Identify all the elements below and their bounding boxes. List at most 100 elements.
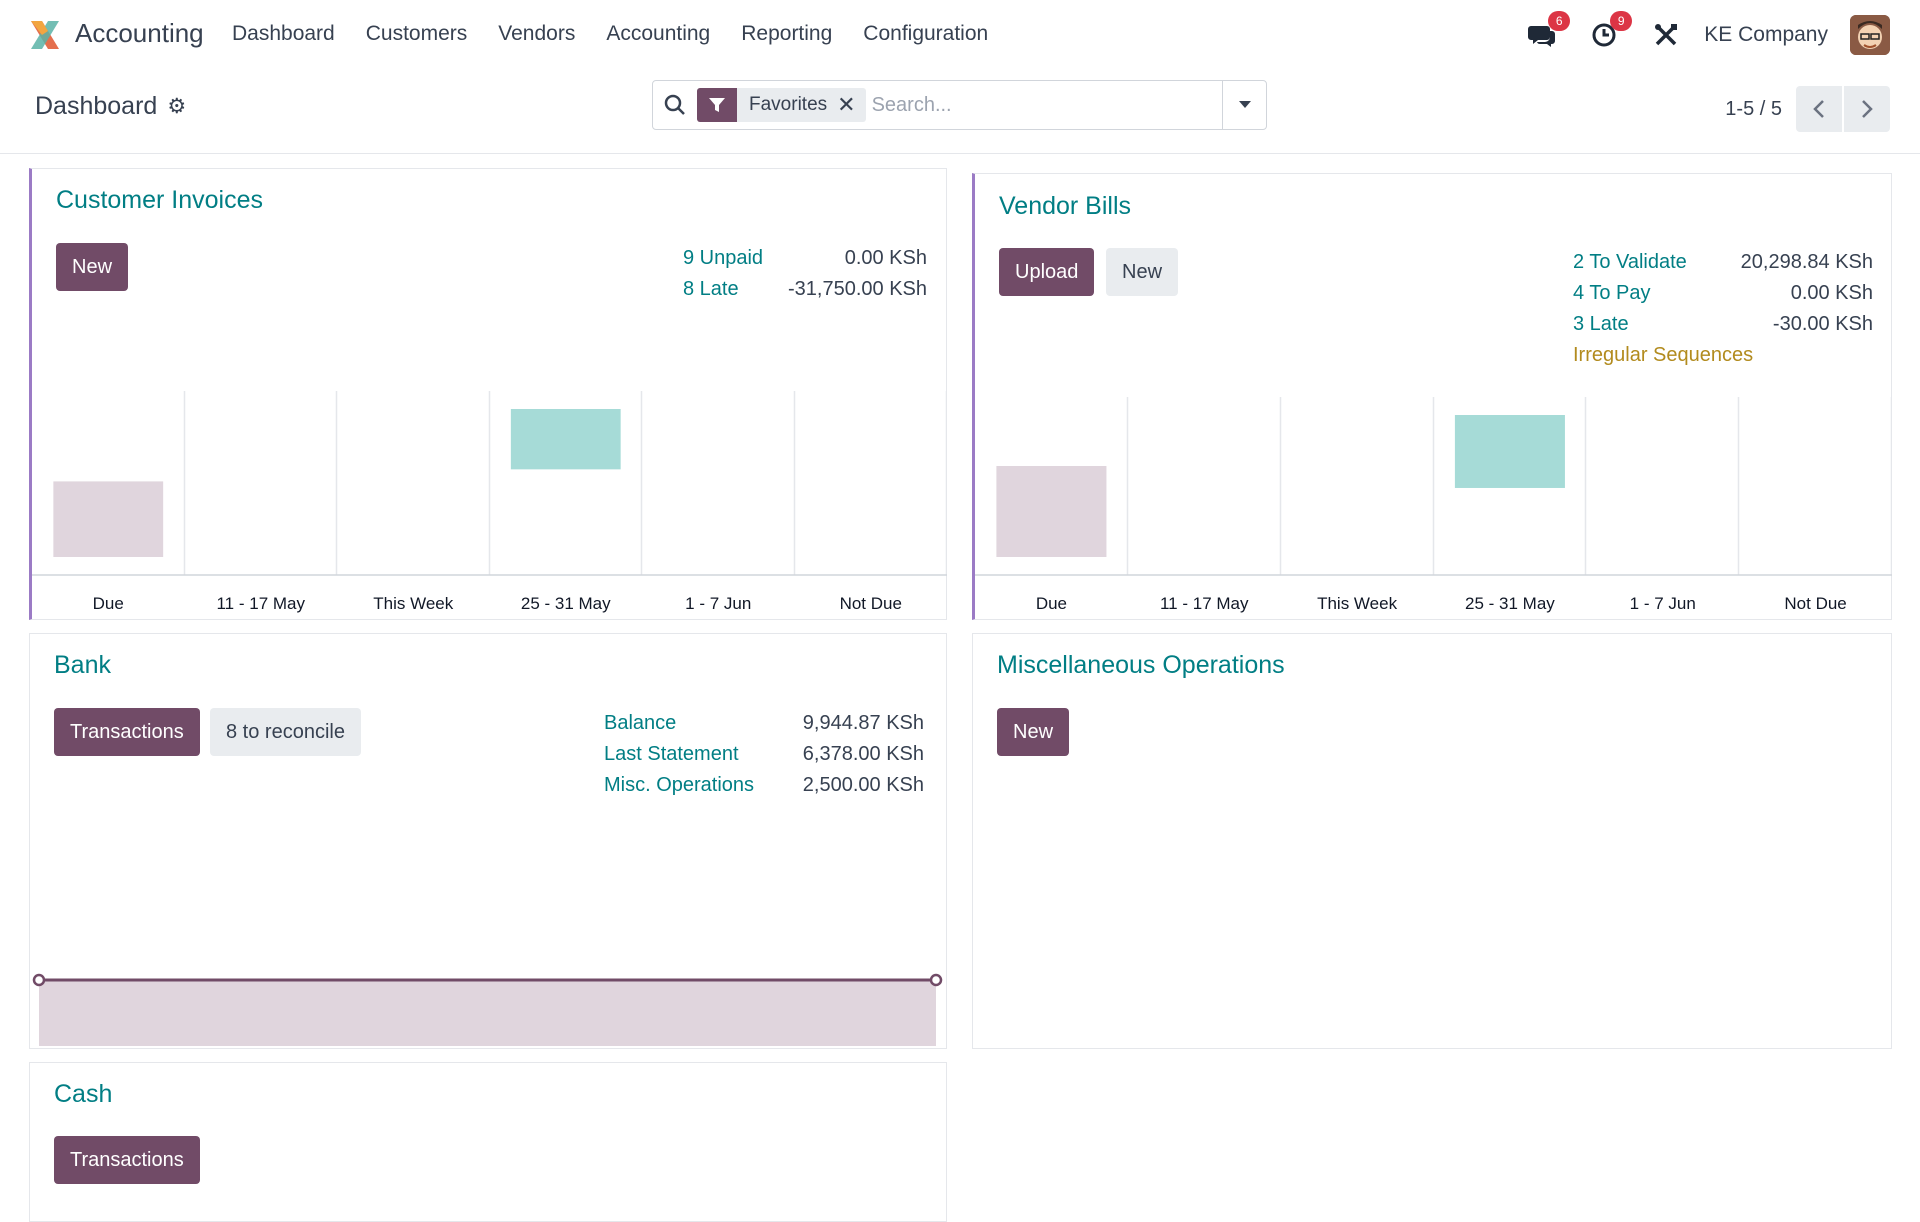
bank-balance-point[interactable] xyxy=(929,973,943,987)
cash-transactions-button[interactable]: Transactions xyxy=(54,1136,200,1184)
balance-amount: 9,944.87 KSh xyxy=(802,712,924,734)
search-icon[interactable] xyxy=(653,81,697,129)
invoices-bar[interactable] xyxy=(510,409,621,470)
new-bill-button[interactable]: New xyxy=(1106,248,1179,296)
facet-label: Favorites xyxy=(749,94,828,115)
irregular-sequences-link[interactable]: Irregular Sequences xyxy=(1573,344,1754,366)
cash-card: Cash Transactions xyxy=(29,1062,947,1222)
invoices-x-tick-label: Due xyxy=(93,594,124,613)
reconcile-button[interactable]: 8 to reconcile xyxy=(210,708,361,756)
bank-balance-point[interactable] xyxy=(32,973,46,987)
search-options-toggle[interactable] xyxy=(1222,81,1266,129)
new-invoice-button[interactable]: New xyxy=(56,243,129,291)
customer-invoices-title[interactable]: Customer Invoices xyxy=(56,186,264,214)
balance-link[interactable]: Balance xyxy=(604,712,677,734)
control-panel: Dashboard ⚙ Favorites ✕ 1-5 / 5 xyxy=(0,70,1920,154)
messages-badge: 6 xyxy=(1548,11,1571,31)
bills-x-tick-label: This Week xyxy=(1317,594,1397,613)
stat-row: Last Statement 6,378.00 KSh xyxy=(604,739,924,770)
menu-configuration[interactable]: Configuration xyxy=(863,22,989,45)
caret-down-icon xyxy=(1238,101,1251,108)
bank-area-fill xyxy=(39,980,936,1046)
bills-bar[interactable] xyxy=(996,466,1107,557)
bills-x-tick-label: 1 - 7 Jun xyxy=(1630,594,1696,613)
menu-customers[interactable]: Customers xyxy=(365,22,468,45)
last-statement-amount: 6,378.00 KSh xyxy=(802,743,924,765)
clock-icon xyxy=(1592,23,1616,47)
activities-button[interactable]: 9 xyxy=(1584,11,1633,55)
search-input[interactable] xyxy=(871,85,1222,125)
to-validate-amount: 20,298.84 KSh xyxy=(1740,251,1873,273)
misc-operations-card: Miscellaneous Operations New xyxy=(972,633,1892,1049)
vendor-bills-chart[interactable]: Due 11 - 17 May This Week 25 - 31 May 1 - 7 … xyxy=(975,397,1892,619)
pager-next-button[interactable] xyxy=(1844,86,1890,132)
late-invoices-amount: -31,750.00 KSh xyxy=(788,278,927,300)
gear-icon[interactable]: ⚙ xyxy=(167,95,187,118)
invoices-x-tick-label: Not Due xyxy=(840,594,902,613)
bills-x-tick-label: 11 - 17 May xyxy=(1160,594,1249,613)
menu-accounting[interactable]: Accounting xyxy=(606,22,711,45)
bills-x-tick-label: Not Due xyxy=(1784,594,1846,613)
search-bar: Favorites ✕ xyxy=(652,80,1267,130)
pager: 1-5 / 5 xyxy=(1725,86,1890,132)
late-bills-link[interactable]: 3 Late xyxy=(1573,313,1629,335)
top-navbar: Accounting Dashboard Customers Vendors A… xyxy=(0,0,1920,70)
customer-invoices-stats: 9 Unpaid 0.00 KSh 8 Late -31,750.00 KSh xyxy=(683,243,927,305)
filter-icon xyxy=(697,88,737,122)
systray: 6 9 KE Company xyxy=(1500,11,1890,56)
invoices-x-tick-label: 11 - 17 May xyxy=(216,594,305,613)
breadcrumb: Dashboard ⚙ xyxy=(35,92,186,121)
company-switcher[interactable]: KE Company xyxy=(1704,23,1828,46)
page-title: Dashboard xyxy=(35,92,158,120)
tools-icon xyxy=(1655,24,1678,46)
invoices-x-tick-label: 25 - 31 May xyxy=(521,594,611,613)
accounting-app-logo-icon[interactable] xyxy=(28,18,62,52)
to-validate-link[interactable]: 2 To Validate xyxy=(1573,251,1687,273)
chevron-right-icon xyxy=(1862,100,1873,118)
customer-invoices-card: Customer Invoices New 9 Unpaid 0.00 KSh … xyxy=(29,168,947,620)
misc-operations-link[interactable]: Misc. Operations xyxy=(604,774,755,796)
stat-row: Irregular Sequences xyxy=(1573,340,1873,371)
bank-stats: Balance 9,944.87 KSh Last Statement 6,37… xyxy=(604,708,924,801)
stat-row: 3 Late -30.00 KSh xyxy=(1573,309,1873,340)
vendor-bills-title[interactable]: Vendor Bills xyxy=(999,192,1132,220)
bank-balance-chart[interactable] xyxy=(30,934,946,1048)
late-invoices-link[interactable]: 8 Late xyxy=(683,278,739,300)
misc-operations-title[interactable]: Miscellaneous Operations xyxy=(997,651,1285,679)
pager-previous-button[interactable] xyxy=(1796,86,1842,132)
chevron-left-icon xyxy=(1813,100,1824,118)
misc-operations-amount: 2,500.00 KSh xyxy=(802,774,924,796)
bills-x-tick-label: Due xyxy=(1036,594,1067,613)
menu-dashboard[interactable]: Dashboard xyxy=(232,22,335,45)
stat-row: 8 Late -31,750.00 KSh xyxy=(683,274,927,305)
invoices-bar[interactable] xyxy=(53,481,164,557)
chat-icon xyxy=(1528,26,1556,47)
invoices-x-tick-label: This Week xyxy=(373,594,453,613)
pager-value[interactable]: 1-5 / 5 xyxy=(1725,97,1782,120)
bank-title[interactable]: Bank xyxy=(54,651,111,679)
bills-bar[interactable] xyxy=(1454,415,1565,488)
to-pay-link[interactable]: 4 To Pay xyxy=(1573,282,1651,304)
stat-row: Misc. Operations 2,500.00 KSh xyxy=(604,770,924,801)
messages-button[interactable]: 6 xyxy=(1522,11,1571,55)
user-avatar-icon xyxy=(1850,15,1890,55)
vendor-bills-card: Vendor Bills Upload New 2 To Validate 20… xyxy=(972,173,1892,620)
user-avatar[interactable] xyxy=(1850,15,1890,55)
close-icon[interactable]: ✕ xyxy=(837,92,856,117)
last-statement-link[interactable]: Last Statement xyxy=(604,743,739,765)
new-misc-entry-button[interactable]: New xyxy=(997,708,1070,756)
menu-vendors[interactable]: Vendors xyxy=(498,22,576,45)
bank-transactions-button[interactable]: Transactions xyxy=(54,708,200,756)
to-pay-amount: 0.00 KSh xyxy=(1790,282,1873,304)
search-facet-favorites: Favorites ✕ xyxy=(697,88,866,122)
customer-invoices-chart[interactable]: Due 11 - 17 May This Week 25 - 31 May 1 - 7 … xyxy=(32,391,947,619)
unpaid-invoices-link[interactable]: 9 Unpaid xyxy=(683,247,764,269)
app-name[interactable]: Accounting xyxy=(75,18,204,48)
stat-row: 2 To Validate 20,298.84 KSh xyxy=(1573,247,1873,278)
upload-bill-button[interactable]: Upload xyxy=(999,248,1095,296)
cash-title[interactable]: Cash xyxy=(54,1080,113,1108)
menu-reporting[interactable]: Reporting xyxy=(741,22,833,45)
bank-card: Bank Transactions 8 to reconcile Balance… xyxy=(29,633,947,1049)
vendor-bills-stats: 2 To Validate 20,298.84 KSh 4 To Pay 0.0… xyxy=(1573,247,1873,371)
debug-tools-button[interactable] xyxy=(1646,15,1686,55)
